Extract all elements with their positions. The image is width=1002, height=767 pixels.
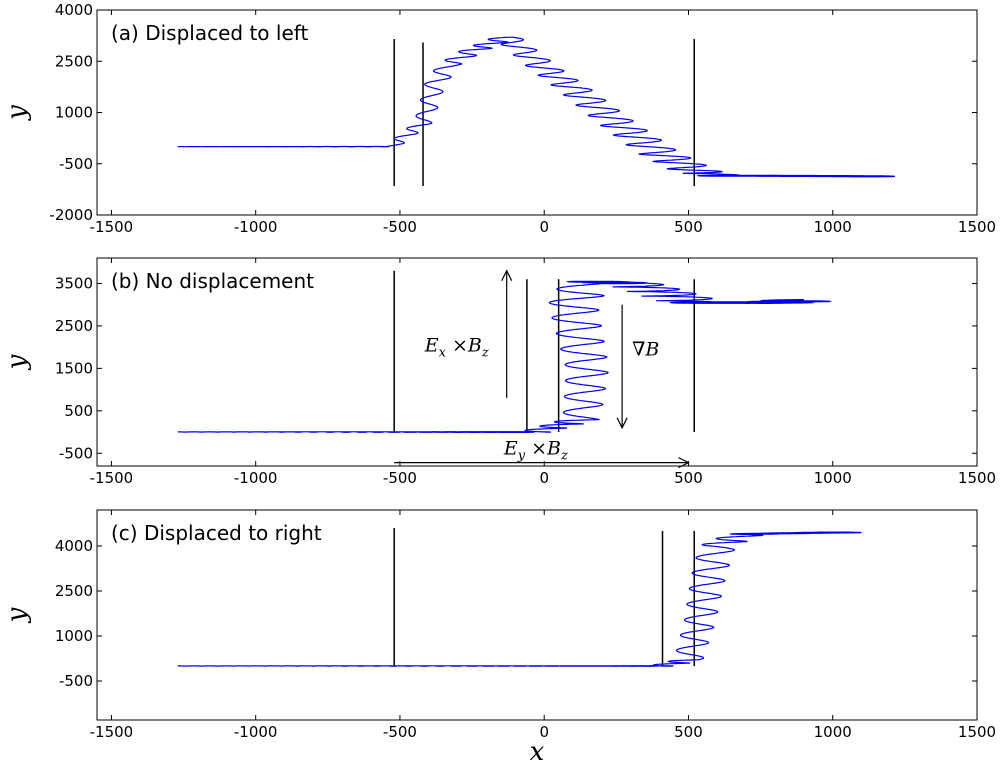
panel-title: (a) Displaced to left: [111, 21, 308, 45]
annotation-subscript: y: [517, 449, 526, 464]
y-tick-label: -500: [59, 155, 93, 173]
x-axis-label: x: [530, 737, 545, 767]
plot-frame: [96, 509, 978, 721]
x-tick-label: -500: [383, 218, 417, 236]
y-tick-label: 3500: [55, 274, 93, 292]
annotation-text: E: [424, 334, 439, 356]
y-tick-label: 2500: [55, 52, 93, 70]
x-tick-label: 1000: [814, 723, 852, 741]
annotation-subscript: x: [439, 345, 447, 360]
arrow-head: [501, 269, 513, 282]
y-axis-label: y: [2, 105, 32, 121]
panel-b: -1500 -1000 -500 0 500 1000 1500 -500 500 1500 250…: [2, 257, 996, 487]
x-tick-label: -1000: [234, 469, 278, 487]
y-tick-label: 1000: [55, 104, 93, 122]
arrow-head: [678, 457, 690, 469]
y-axis-label: y: [2, 607, 32, 623]
plot-frame: [96, 257, 978, 467]
y-tick-label: 2500: [55, 582, 93, 600]
y-tick-label: -2000: [49, 206, 93, 224]
x-tick-label: 1000: [814, 218, 852, 236]
x-tick-label: 500: [674, 218, 703, 236]
x-tick-label: -500: [383, 723, 417, 741]
x-tick-label: 1500: [958, 218, 996, 236]
y-axis-label: y: [2, 354, 32, 370]
annotation-text: E: [503, 438, 518, 460]
annotation-subscript: z: [481, 345, 489, 360]
y-tick-label: 1500: [55, 359, 93, 377]
annotation-label: Ex ×Bz: [424, 334, 489, 360]
arrow-head: [616, 417, 628, 430]
trajectory-series: [177, 36, 896, 178]
x-tick-label: -500: [383, 469, 417, 487]
x-tick-label: -1000: [234, 218, 278, 236]
x-tick-label: 1000: [814, 469, 852, 487]
y-tick-label: -500: [59, 444, 93, 462]
annotation-text: ×B: [525, 438, 561, 460]
x-tick-label: -1000: [234, 723, 278, 741]
trajectory-series: [177, 280, 832, 433]
panel-title: (c) Displaced to right: [111, 521, 322, 545]
annotation-label: ∇B: [632, 339, 659, 361]
y-tick-label: 500: [64, 402, 93, 420]
x-tick-label: 1500: [958, 469, 996, 487]
panel-a: -1500 -1000 -500 0 500 1000 1500 -2000 -500 1000 2…: [2, 1, 996, 236]
y-tick-label: 1000: [55, 627, 93, 645]
x-tick-label: -1500: [90, 469, 134, 487]
annotation-text: ×B: [446, 334, 482, 356]
panel-title: (b) No displacement: [111, 269, 314, 293]
y-tick-label: 2500: [55, 317, 93, 335]
y-tick-label: 4000: [55, 537, 93, 555]
y-tick-label: -500: [59, 672, 93, 690]
annotation-label: Ey ×Bz: [503, 438, 568, 464]
x-tick-label: -1500: [90, 723, 134, 741]
x-tick-label: 0: [539, 469, 549, 487]
y-tick-label: 4000: [55, 1, 93, 19]
trajectory-series: [177, 531, 862, 667]
x-tick-label: 0: [539, 218, 549, 236]
annotation-text: ∇B: [632, 339, 659, 361]
x-tick-label: 500: [674, 469, 703, 487]
annotation-subscript: z: [560, 449, 568, 464]
x-tick-label: 0: [539, 723, 549, 741]
x-tick-label: 500: [674, 723, 703, 741]
x-tick-label: -1500: [90, 218, 134, 236]
x-tick-label: 1500: [958, 723, 996, 741]
panel-c: -1500 -1000 -500 0 500 1000 1500 -500 1000 2500 40…: [2, 509, 996, 767]
